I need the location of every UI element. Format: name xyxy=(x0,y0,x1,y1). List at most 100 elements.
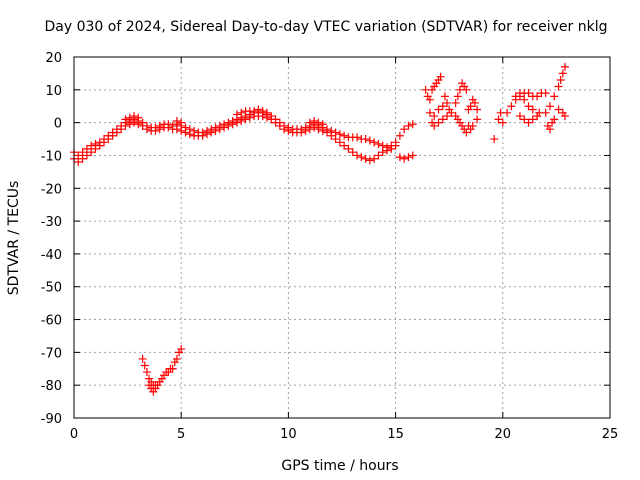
data-point xyxy=(271,118,280,127)
data-point xyxy=(391,141,400,150)
data-point xyxy=(370,154,379,163)
data-point xyxy=(177,126,186,135)
data-point xyxy=(451,98,460,107)
data-point xyxy=(545,102,554,111)
data-point xyxy=(130,112,139,121)
x-tick-label: 15 xyxy=(387,427,404,442)
data-point xyxy=(524,118,533,127)
data-point xyxy=(340,131,349,140)
y-tick-label: 0 xyxy=(54,117,62,132)
data-point xyxy=(297,128,306,137)
x-tick-label: 10 xyxy=(280,427,297,442)
data-point xyxy=(353,151,362,160)
data-point xyxy=(558,69,567,78)
x-tick-label: 0 xyxy=(70,427,78,442)
data-point xyxy=(164,123,173,132)
data-point xyxy=(361,135,370,144)
series-track-a xyxy=(70,108,417,160)
y-tick-label: -50 xyxy=(41,281,62,296)
data-point xyxy=(78,154,87,163)
data-point xyxy=(434,118,443,127)
data-point xyxy=(524,89,533,98)
data-point xyxy=(348,148,357,157)
x-tick-label: 25 xyxy=(602,427,619,442)
data-point xyxy=(438,102,447,111)
data-point xyxy=(322,128,331,137)
data-point xyxy=(250,107,259,116)
data-point xyxy=(462,85,471,94)
data-point xyxy=(524,102,533,111)
data-point xyxy=(473,115,482,124)
data-point xyxy=(443,112,452,121)
data-point xyxy=(560,112,569,121)
data-point xyxy=(434,105,443,114)
y-tick-label: -90 xyxy=(41,412,62,427)
data-point xyxy=(425,108,434,117)
data-point xyxy=(528,105,537,114)
data-point xyxy=(344,144,353,153)
data-point xyxy=(374,151,383,160)
data-point xyxy=(327,131,336,140)
data-point xyxy=(138,354,147,363)
data-point xyxy=(142,368,151,377)
data-point xyxy=(541,89,550,98)
series-track-d xyxy=(138,345,186,396)
y-tick-label: 20 xyxy=(45,51,62,66)
data-point xyxy=(74,158,83,167)
data-point xyxy=(361,154,370,163)
data-point xyxy=(436,72,445,81)
data-point xyxy=(284,126,293,135)
data-point xyxy=(134,113,143,122)
data-point xyxy=(462,128,471,137)
data-point xyxy=(430,112,439,121)
data-point xyxy=(383,146,392,155)
data-point xyxy=(228,120,237,129)
data-point xyxy=(305,118,314,127)
data-point xyxy=(220,123,229,132)
data-point xyxy=(172,116,181,125)
data-point xyxy=(560,62,569,71)
data-point xyxy=(528,115,537,124)
data-point xyxy=(151,126,160,135)
data-point xyxy=(224,121,233,130)
data-point xyxy=(82,151,91,160)
data-point xyxy=(138,121,147,130)
data-point xyxy=(331,135,340,144)
data-point xyxy=(262,108,271,117)
data-point xyxy=(408,120,417,129)
data-point xyxy=(100,138,109,147)
data-point xyxy=(374,139,383,148)
y-tick-label: -40 xyxy=(41,248,62,263)
data-point xyxy=(318,120,327,129)
data-point xyxy=(490,135,499,144)
series-track-b xyxy=(70,112,400,167)
data-point xyxy=(155,125,164,134)
data-point xyxy=(267,115,276,124)
data-point xyxy=(254,105,263,114)
data-point xyxy=(545,125,554,134)
data-point xyxy=(370,138,379,147)
data-point xyxy=(494,115,503,124)
data-point xyxy=(241,115,250,124)
data-point xyxy=(520,115,529,124)
data-point xyxy=(301,126,310,135)
data-point xyxy=(142,125,151,134)
data-point xyxy=(95,141,104,150)
data-point xyxy=(198,131,207,140)
data-point xyxy=(387,144,396,153)
x-axis-label: GPS time / hours xyxy=(281,458,398,474)
data-point xyxy=(466,102,475,111)
data-point xyxy=(335,138,344,147)
data-point xyxy=(121,115,130,124)
series-track-e xyxy=(421,62,569,144)
data-point xyxy=(340,141,349,150)
data-point xyxy=(87,148,96,157)
data-point xyxy=(172,125,181,134)
axis-ticks: 0 5 10 15 20 25 20 10 0 -10 -20 -30 -40 -50 -60 -70 -80 -… xyxy=(41,51,619,442)
data-point xyxy=(503,108,512,117)
data-point xyxy=(258,107,267,116)
data-point xyxy=(353,133,362,142)
data-point xyxy=(108,131,117,140)
data-point xyxy=(533,92,542,101)
